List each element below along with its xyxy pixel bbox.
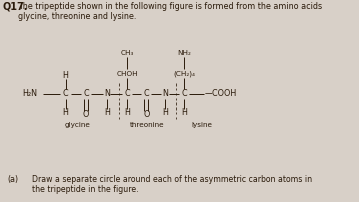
Text: (a): (a) [7, 175, 18, 184]
Text: NH₂: NH₂ [177, 50, 191, 56]
Text: lysine: lysine [191, 122, 212, 128]
Text: glycine: glycine [65, 122, 91, 128]
Text: H: H [162, 107, 168, 117]
Text: (CH₂)₄: (CH₂)₄ [173, 71, 195, 77]
Text: C: C [125, 89, 130, 99]
Text: Q17.: Q17. [2, 2, 28, 12]
Text: O: O [83, 109, 89, 119]
Text: CHOH: CHOH [116, 71, 138, 77]
Text: C: C [144, 89, 149, 99]
Text: N: N [162, 89, 168, 99]
Text: N: N [104, 89, 109, 99]
Text: CH₃: CH₃ [121, 50, 134, 56]
Text: H: H [181, 107, 187, 117]
Text: glycine, threonine and lysine.: glycine, threonine and lysine. [18, 12, 136, 21]
Text: threonine: threonine [130, 122, 165, 128]
Text: Draw a separate circle around each of the asymmetric carbon atoms in: Draw a separate circle around each of th… [32, 175, 312, 184]
Text: the tripeptide in the figure.: the tripeptide in the figure. [32, 185, 139, 194]
Text: H₂N: H₂N [22, 89, 37, 99]
Text: —COOH: —COOH [205, 89, 237, 99]
Text: The tripeptide shown in the following figure is formed from the amino acids: The tripeptide shown in the following fi… [18, 2, 322, 11]
Text: C: C [63, 89, 68, 99]
Text: H: H [124, 107, 130, 117]
Text: O: O [143, 109, 149, 119]
Text: C: C [83, 89, 89, 99]
Text: H: H [62, 72, 69, 80]
Text: C: C [181, 89, 187, 99]
Text: H: H [62, 107, 69, 117]
Text: H: H [104, 107, 109, 117]
